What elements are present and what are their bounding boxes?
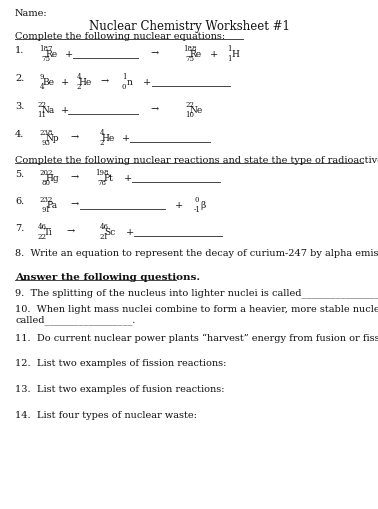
Text: 10.  When light mass nuclei combine to form a heavier, more stable nucleus this : 10. When light mass nuclei combine to fo… <box>15 305 378 315</box>
Text: 91: 91 <box>42 206 51 214</box>
Text: 1: 1 <box>227 44 231 52</box>
Text: 9: 9 <box>40 72 44 80</box>
Text: 238: 238 <box>39 128 53 136</box>
Text: +: + <box>122 133 130 143</box>
Text: 75: 75 <box>186 55 195 63</box>
Text: 11: 11 <box>37 111 46 119</box>
Text: 2: 2 <box>100 139 104 147</box>
Text: 4: 4 <box>40 83 44 91</box>
Text: 9.  The splitting of the nucleus into lighter nuclei is called__________________: 9. The splitting of the nucleus into lig… <box>15 288 378 298</box>
Text: Ne: Ne <box>189 105 203 115</box>
Text: 1: 1 <box>227 55 231 63</box>
Text: 202: 202 <box>39 168 53 177</box>
Text: 2.: 2. <box>15 73 24 82</box>
Text: 7.: 7. <box>15 223 24 233</box>
Text: +: + <box>61 105 69 115</box>
Text: Re: Re <box>190 49 202 59</box>
Text: 0: 0 <box>195 195 199 204</box>
Text: 4: 4 <box>100 128 104 136</box>
Text: Np: Np <box>45 133 59 143</box>
Text: 14.  List four types of nuclear waste:: 14. List four types of nuclear waste: <box>15 410 197 419</box>
Text: 12.  List two examples of fission reactions:: 12. List two examples of fission reactio… <box>15 358 226 367</box>
Text: →: → <box>70 174 78 183</box>
Text: He: He <box>78 77 91 87</box>
Text: Complete the following nuclear equations:: Complete the following nuclear equations… <box>15 32 225 41</box>
Text: 11.  Do current nuclear power plants “harvest” energy from fusion or fission rea: 11. Do current nuclear power plants “har… <box>15 333 378 343</box>
Text: 232: 232 <box>39 195 53 204</box>
Text: 5.: 5. <box>15 169 24 179</box>
Text: Be: Be <box>42 77 54 87</box>
Text: 21: 21 <box>99 233 108 241</box>
Text: 1.: 1. <box>15 45 24 54</box>
Text: 80: 80 <box>42 179 51 187</box>
Text: 22: 22 <box>186 100 195 108</box>
Text: +: + <box>143 77 151 87</box>
Text: 93: 93 <box>42 139 50 147</box>
Text: Nuclear Chemistry Worksheet #1: Nuclear Chemistry Worksheet #1 <box>88 19 290 33</box>
Text: 188: 188 <box>183 44 197 52</box>
Text: Re: Re <box>46 49 58 59</box>
Text: 46: 46 <box>37 222 46 231</box>
Text: →: → <box>150 49 158 59</box>
Text: Answer the following questions.: Answer the following questions. <box>15 272 200 281</box>
Text: Pa: Pa <box>46 201 57 210</box>
Text: β: β <box>200 201 206 210</box>
Text: →: → <box>100 77 108 87</box>
Text: →: → <box>70 133 78 143</box>
Text: +: + <box>124 174 132 183</box>
Text: H: H <box>231 49 239 59</box>
Text: →: → <box>66 228 74 237</box>
Text: Sc: Sc <box>104 228 116 237</box>
Text: 198: 198 <box>95 168 109 177</box>
Text: called__________________.: called__________________. <box>15 315 135 325</box>
Text: 4.: 4. <box>15 129 24 138</box>
Text: +: + <box>210 49 218 59</box>
Text: +: + <box>126 228 134 237</box>
Text: 8.  Write an equation to represent the decay of curium-247 by alpha emission.: 8. Write an equation to represent the de… <box>15 248 378 258</box>
Text: 0: 0 <box>122 83 126 91</box>
Text: Ti: Ti <box>43 228 53 237</box>
Text: 13.  List two examples of fusion reactions:: 13. List two examples of fusion reaction… <box>15 385 225 394</box>
Text: n: n <box>127 77 133 87</box>
Text: 3.: 3. <box>15 101 24 110</box>
Text: -1: -1 <box>194 206 200 214</box>
Text: Complete the following nuclear reactions and state the type of radioactive decay: Complete the following nuclear reactions… <box>15 156 378 164</box>
Text: 4: 4 <box>77 72 81 80</box>
Text: →: → <box>150 105 158 115</box>
Text: 6.: 6. <box>15 196 24 206</box>
Text: +: + <box>175 201 183 210</box>
Text: Na: Na <box>41 105 55 115</box>
Text: 10: 10 <box>186 111 195 119</box>
Text: 46: 46 <box>99 222 108 231</box>
Text: 75: 75 <box>42 55 51 63</box>
Text: 187: 187 <box>39 44 53 52</box>
Text: 2: 2 <box>77 83 81 91</box>
Text: +: + <box>65 49 73 59</box>
Text: +: + <box>61 77 69 87</box>
Text: He: He <box>101 133 115 143</box>
Text: 78: 78 <box>98 179 107 187</box>
Text: 22: 22 <box>37 233 46 241</box>
Text: →: → <box>70 201 78 210</box>
Text: 22: 22 <box>37 100 46 108</box>
Text: Name:: Name: <box>15 9 48 17</box>
Text: Hg: Hg <box>45 174 59 183</box>
Text: 1: 1 <box>122 72 126 80</box>
Text: Pt: Pt <box>103 174 113 183</box>
